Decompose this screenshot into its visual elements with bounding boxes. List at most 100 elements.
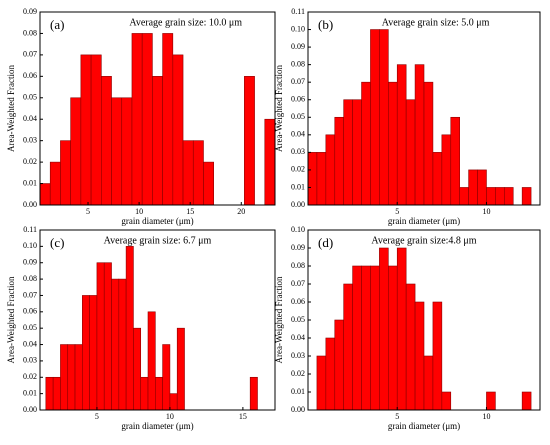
bar — [432, 152, 443, 206]
x-tick-label: 5 — [86, 207, 90, 216]
bar — [203, 161, 214, 206]
y-tick-label: 0.02 — [23, 157, 37, 166]
y-tick-label: 0.07 — [291, 77, 305, 86]
x-tick-label: 5 — [95, 412, 99, 421]
x-tick-label: 5 — [395, 412, 399, 421]
bar — [49, 161, 61, 206]
y-tick-label: 0.00 — [23, 405, 37, 414]
bar — [89, 295, 98, 411]
bar — [521, 391, 532, 411]
y-tick-label: 0.05 — [291, 112, 305, 121]
bar — [140, 376, 149, 411]
bar — [396, 247, 407, 411]
y-tick-label: 0.06 — [23, 71, 37, 80]
y-tick-label: 0.02 — [23, 372, 37, 381]
x-tick-label: 10 — [482, 412, 490, 421]
y-axis-label: Area-Weighted Fraction — [6, 65, 16, 152]
y-tick-label: 0.04 — [291, 333, 305, 342]
y-tick-label: 0.10 — [291, 24, 305, 33]
bar — [325, 134, 336, 206]
y-tick-label: 0.04 — [23, 339, 37, 348]
y-axis-label: Area-Weighted Fraction — [6, 276, 16, 363]
bar — [155, 376, 163, 411]
bar — [111, 278, 120, 411]
bar — [60, 344, 69, 411]
bar — [352, 99, 362, 206]
y-tick-label: 0.08 — [23, 28, 37, 37]
bar — [141, 33, 153, 206]
y-tick-label: 0.04 — [23, 114, 37, 123]
bar — [432, 301, 443, 411]
y-tick-label: 0.06 — [291, 95, 305, 104]
annotation: Average grain size: 10.0 μm — [129, 17, 242, 28]
bar — [477, 169, 487, 206]
bar — [67, 344, 76, 411]
y-tick-label: 0.06 — [291, 297, 305, 306]
bar — [74, 344, 83, 411]
bar — [334, 319, 344, 411]
y-tick-label: 0.10 — [291, 225, 305, 234]
x-tick-label: 20 — [237, 207, 245, 216]
bar — [169, 393, 178, 411]
bar — [414, 64, 425, 206]
bar — [307, 152, 318, 206]
bar — [325, 337, 336, 411]
panel-label: (d) — [318, 235, 333, 250]
bar — [45, 376, 54, 411]
y-tick-label: 0.06 — [23, 307, 37, 316]
bar — [388, 265, 398, 411]
x-tick-label: 15 — [186, 207, 194, 216]
y-tick-label: 0.08 — [291, 261, 305, 270]
y-tick-label: 0.11 — [23, 225, 37, 234]
x-tick-label: 10 — [166, 412, 174, 421]
y-tick-label: 0.09 — [23, 258, 37, 267]
y-tick-label: 0.05 — [23, 323, 37, 332]
bar — [192, 140, 204, 206]
bar — [504, 187, 514, 206]
bar — [441, 391, 452, 411]
y-tick-label: 0.01 — [23, 178, 37, 187]
y-tick-label: 0.02 — [291, 369, 305, 378]
bar — [152, 76, 163, 206]
bar — [101, 76, 112, 206]
bar — [162, 344, 171, 411]
bar — [352, 265, 362, 411]
bar — [90, 54, 102, 206]
panel-label: (b) — [318, 17, 333, 32]
x-axis-label: grain diameter (μm) — [121, 421, 193, 431]
bar — [423, 355, 434, 411]
y-tick-label: 0.07 — [23, 50, 37, 59]
bar — [405, 99, 416, 206]
y-tick-label: 0.09 — [291, 243, 305, 252]
y-tick-label: 0.01 — [291, 182, 305, 191]
bar — [80, 54, 92, 206]
bar — [486, 391, 496, 411]
bar — [70, 97, 82, 206]
y-tick-label: 0.09 — [23, 7, 37, 16]
bar — [172, 54, 184, 206]
bar — [379, 247, 389, 411]
bar — [396, 64, 407, 206]
bar — [370, 265, 380, 411]
annotation: Average grain size: 5.0 μm — [382, 17, 490, 28]
plot-frame — [307, 11, 541, 206]
bar — [495, 187, 505, 206]
bar — [249, 376, 258, 411]
bar — [334, 116, 344, 206]
y-tick-label: 0.11 — [291, 7, 305, 16]
y-axis-label: Area-Weighted Fraction — [274, 276, 284, 363]
annotation: Average grain size: 6.7 μm — [104, 235, 212, 246]
bar — [343, 99, 353, 206]
plot-frame — [39, 229, 276, 411]
y-axis-label: Area-Weighted Fraction — [274, 65, 284, 152]
annotation: Average grain size:4.8 μm — [371, 235, 476, 246]
bar — [147, 311, 156, 411]
y-tick-label: 0.07 — [291, 279, 305, 288]
bar — [343, 283, 353, 411]
y-tick-label: 0.08 — [23, 274, 37, 283]
x-tick-label: 5 — [395, 207, 399, 216]
bar — [316, 152, 327, 206]
bar — [133, 327, 142, 411]
y-tick-label: 0.08 — [291, 59, 305, 68]
bar — [131, 33, 143, 206]
